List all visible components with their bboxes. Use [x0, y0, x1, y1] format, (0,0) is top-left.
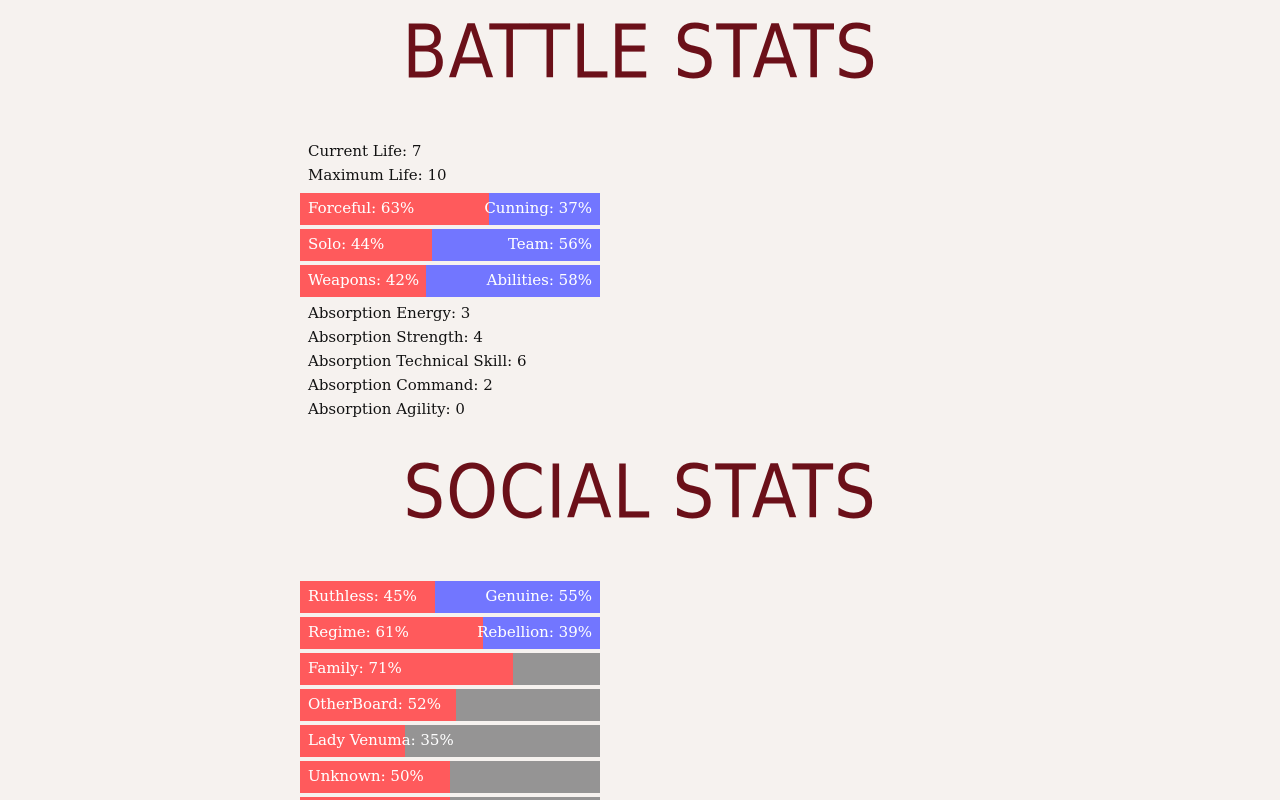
stat-bar-regime: Regime: 61% Rebellion: 39% — [300, 617, 600, 649]
absorption-command-text: Absorption Command: 2 — [308, 376, 493, 394]
stat-bar-remainder — [405, 725, 600, 757]
stat-bar-solo: Solo: 44% Team: 56% — [300, 229, 600, 261]
social-stats-heading: SOCIAL STATS — [403, 449, 877, 536]
current-life-text: Current Life: 7 — [308, 142, 422, 160]
battle-stats-heading: BATTLE STATS — [402, 9, 878, 96]
stat-bar-fill — [300, 653, 513, 685]
stat-bar-right-label: Team: 56% — [507, 235, 592, 253]
social-stats-panel: Ruthless: 45% Genuine: 55% Regime: 61% Rebe… — [300, 581, 600, 800]
stat-bar-left-label: Solo: 44% — [308, 235, 385, 253]
stat-bar-remainder — [450, 797, 600, 800]
stat-bar-unknown: Unknown: 50% — [300, 761, 600, 793]
stat-bar-left-label: Weapons: 42% — [308, 271, 420, 289]
stat-bar-empty — [300, 797, 600, 800]
stat-bar-remainder — [435, 581, 600, 613]
stat-bar-fill — [300, 265, 426, 297]
stat-bar-family: Family: 71% — [300, 653, 600, 685]
stat-bar-fill — [300, 797, 450, 800]
stat-bar-right-label: Cunning: 37% — [484, 199, 592, 217]
stat-bar-fill — [300, 761, 450, 793]
stat-bar-fill — [300, 725, 405, 757]
battle-bars: Forceful: 63% Cunning: 37% Solo: 44% Team: … — [300, 193, 600, 297]
stat-bar-remainder — [483, 617, 600, 649]
stat-bar-fill — [300, 229, 432, 261]
stat-bar-left-label: Lady Venuma: 35% — [308, 731, 454, 749]
absorption-agility-text: Absorption Agility: 0 — [308, 400, 465, 418]
stat-bar-remainder — [432, 229, 600, 261]
stat-bar-remainder — [426, 265, 600, 297]
absorption-strength-text: Absorption Strength: 4 — [308, 328, 483, 346]
absorption-energy-text: Absorption Energy: 3 — [308, 304, 471, 322]
absorption-list: Absorption Energy: 3 Absorption Strength:… — [300, 301, 600, 421]
stat-bar-right-label: Rebellion: 39% — [477, 623, 592, 641]
stat-bar-forceful: Forceful: 63% Cunning: 37% — [300, 193, 600, 225]
stat-bar-left-label: Unknown: 50% — [308, 767, 424, 785]
stat-bar-weapons: Weapons: 42% Abilities: 58% — [300, 265, 600, 297]
maximum-life-text: Maximum Life: 10 — [308, 166, 447, 184]
stat-bar-left-label: OtherBoard: 52% — [308, 695, 441, 713]
stat-bar-left-label: Family: 71% — [308, 659, 402, 677]
stat-bar-ruthless: Ruthless: 45% Genuine: 55% — [300, 581, 600, 613]
stat-bar-remainder — [489, 193, 600, 225]
absorption-technical-skill-text: Absorption Technical Skill: 6 — [308, 352, 527, 370]
social-bars: Ruthless: 45% Genuine: 55% Regime: 61% Rebe… — [300, 581, 600, 800]
stat-bar-right-label: Genuine: 55% — [485, 587, 592, 605]
stat-bar-remainder — [513, 653, 600, 685]
stat-bar-left-label: Regime: 61% — [308, 623, 409, 641]
stat-bar-fill — [300, 193, 489, 225]
stat-bar-left-label: Forceful: 63% — [308, 199, 415, 217]
stat-bar-left-label: Ruthless: 45% — [308, 587, 417, 605]
stat-bar-lady-venuma: Lady Venuma: 35% — [300, 725, 600, 757]
stat-bar-right-label: Abilities: 58% — [486, 271, 592, 289]
stat-bar-fill — [300, 689, 456, 721]
stat-bar-remainder — [456, 689, 600, 721]
stat-bar-fill — [300, 581, 435, 613]
stat-bar-otherboard: OtherBoard: 52% — [300, 689, 600, 721]
stat-bar-fill — [300, 617, 483, 649]
battle-stats-panel: Current Life: 7 Maximum Life: 10 Forcefu… — [300, 139, 600, 421]
stat-bar-remainder — [450, 761, 600, 793]
